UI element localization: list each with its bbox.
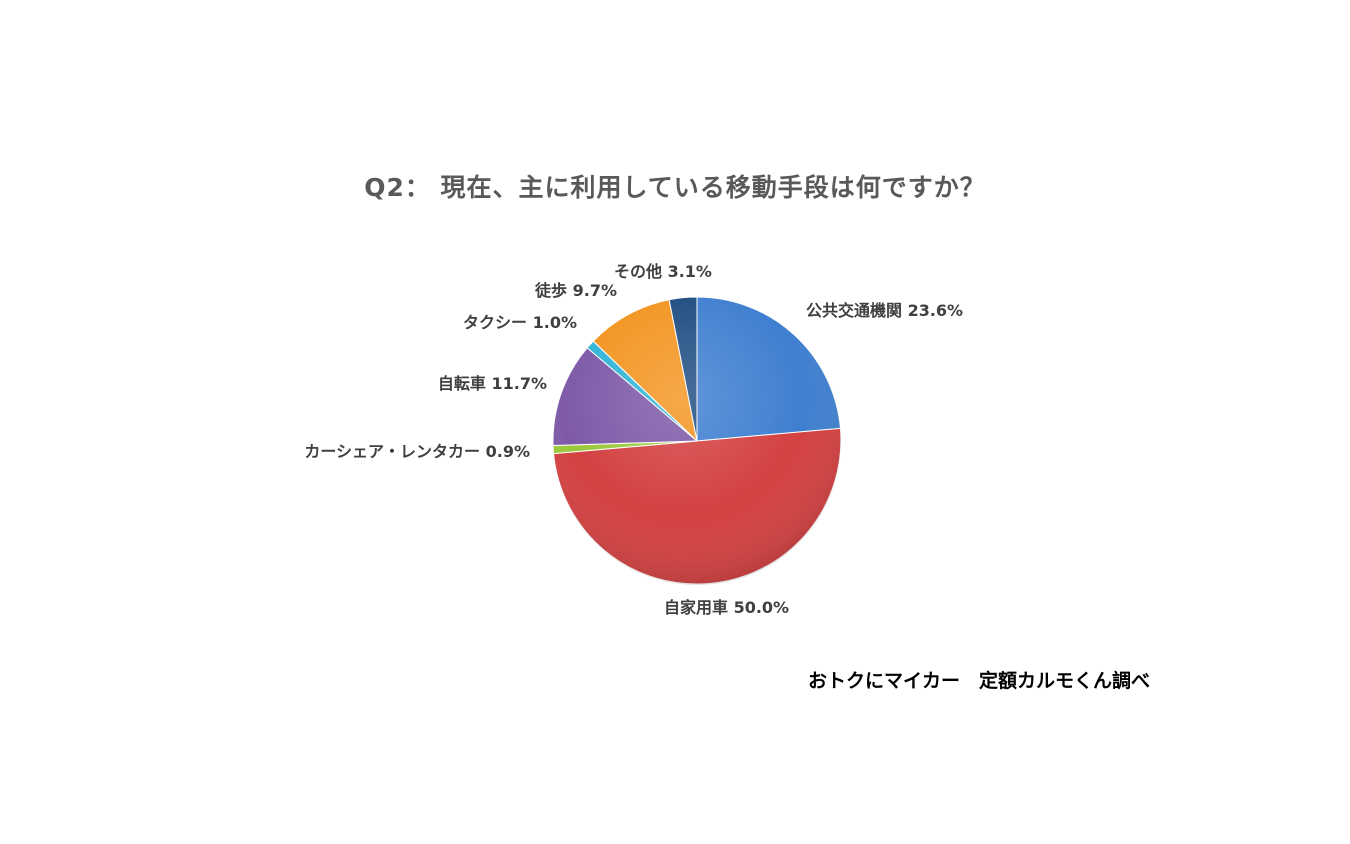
source-credit: おトクにマイカー 定額カルモくん調べ bbox=[808, 670, 1151, 692]
pie-label-3: カーシェア・レンタカー 0.9% bbox=[304, 442, 530, 461]
pie-slice-2 bbox=[553, 427, 842, 585]
pie-labels: 公共交通機関 23.6% 自家用車 50.0% カーシェア・レンタカー 0.9% 自転… bbox=[304, 262, 963, 617]
pie-label-4: 自転車 11.7% bbox=[438, 374, 547, 393]
pie-label-2: 自家用車 50.0% bbox=[664, 598, 789, 617]
chart-title: Q2： 現在、主に利用している移動手段は何ですか？ bbox=[364, 173, 986, 202]
pie-label-7: その他 3.1% bbox=[614, 262, 712, 281]
pie-label-1: 公共交通機関 23.6% bbox=[806, 301, 963, 320]
pie-label-6: 徒歩 9.7% bbox=[534, 281, 617, 300]
pie-slices bbox=[552, 296, 842, 585]
pie-label-5: タクシー 1.0% bbox=[463, 313, 577, 332]
